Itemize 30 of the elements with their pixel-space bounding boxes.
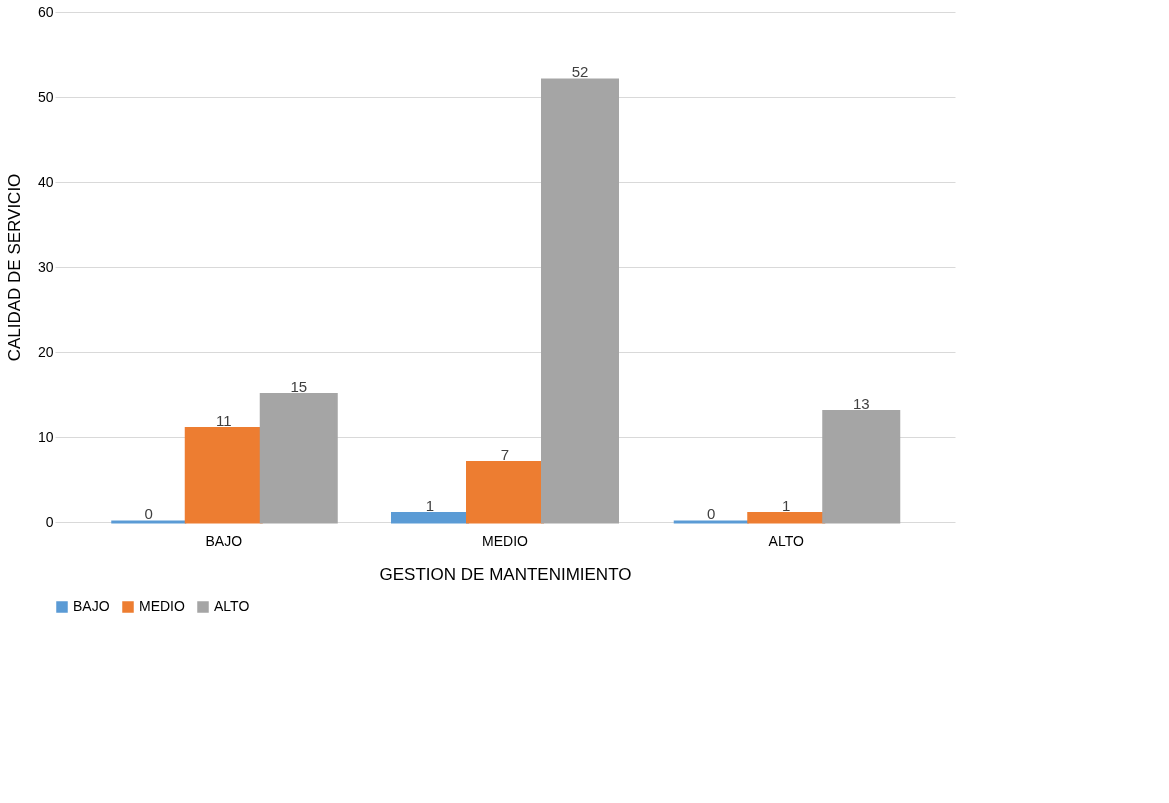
data-label: 1 (782, 496, 791, 514)
legend-label: BAJO (73, 598, 110, 614)
legend-label: ALTO (214, 598, 250, 614)
data-label: 11 (215, 411, 232, 429)
data-label: 13 (852, 394, 870, 412)
bar (822, 410, 901, 524)
bar (184, 427, 263, 524)
y-tick-label: 50 (37, 88, 54, 105)
y-tick-label: 20 (37, 343, 54, 360)
data-label: 52 (571, 63, 589, 80)
y-tick-label: 30 (37, 258, 54, 275)
x-tick-label: BAJO (205, 532, 243, 549)
y-tick-label: 10 (37, 428, 54, 445)
data-label: 7 (500, 445, 510, 463)
data-label: 0 (707, 505, 716, 522)
bar (259, 393, 338, 524)
y-axis-title: CALIDAD DE SERVICIO (4, 173, 24, 362)
bar (391, 512, 469, 524)
bar (541, 78, 619, 524)
data-label: 15 (290, 377, 308, 395)
y-tick-label: 0 (45, 513, 54, 530)
y-tick-label: 60 (37, 3, 54, 20)
x-tick-label: MEDIO (482, 532, 529, 549)
legend-label: MEDIO (139, 598, 185, 614)
y-tick-label: 40 (37, 173, 54, 190)
x-axis-title: GESTION DE MANTENIMIENTO (379, 564, 632, 584)
data-label: 0 (144, 505, 153, 522)
data-label: 1 (425, 496, 435, 514)
bar (466, 461, 544, 524)
x-tick-label: ALTO (768, 532, 804, 549)
